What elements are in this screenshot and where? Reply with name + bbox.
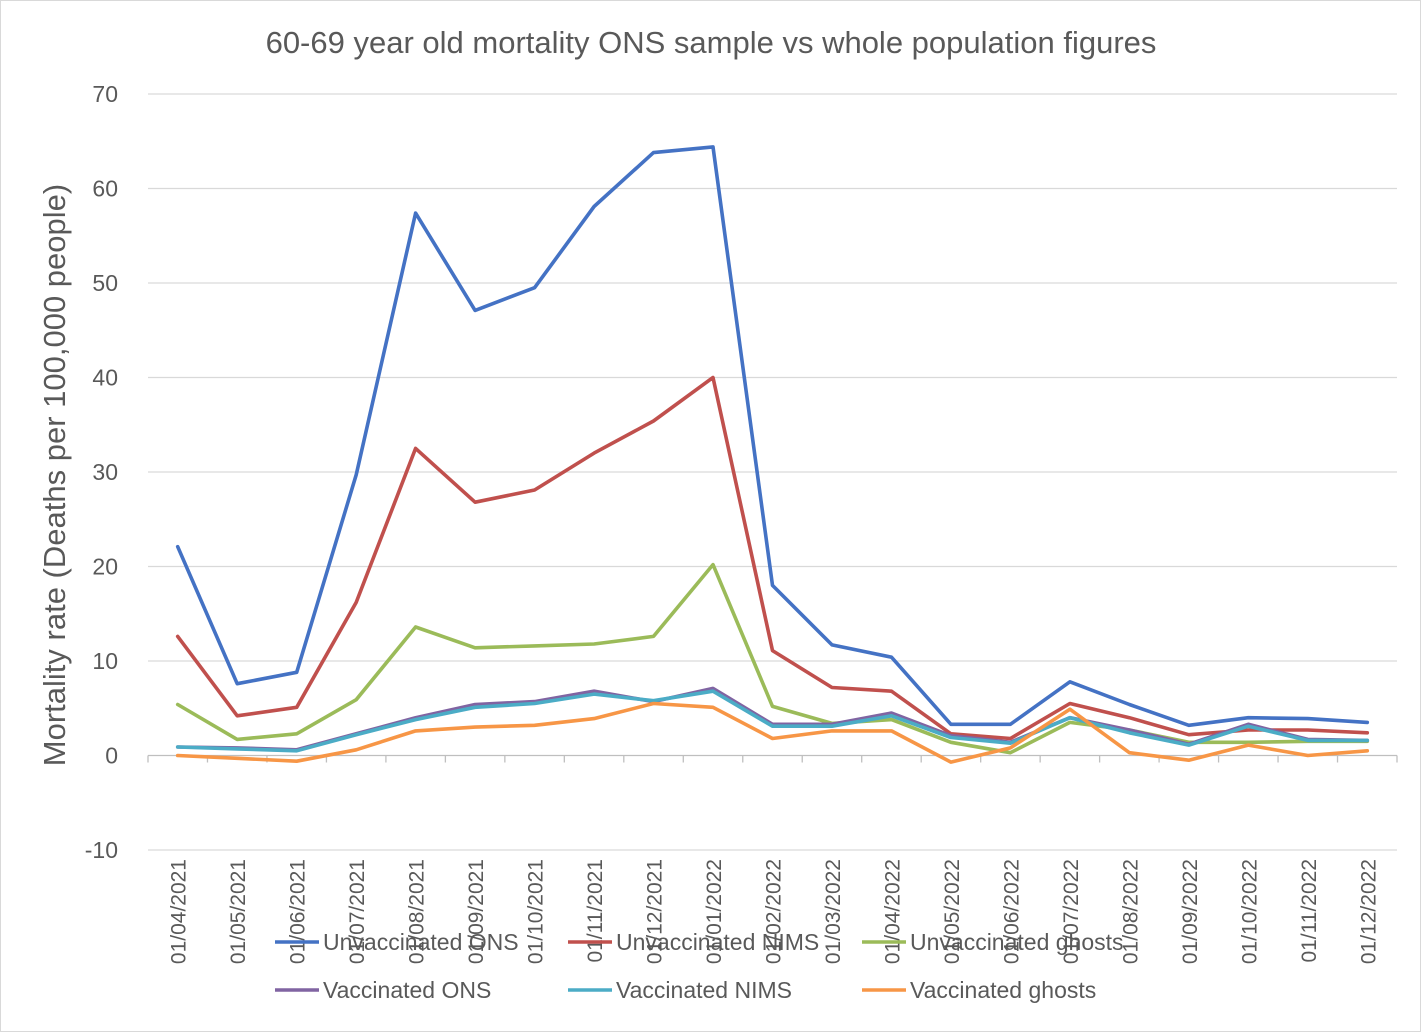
x-tick-label: 01/09/2021 [465,859,488,964]
x-axis-ticks: 01/04/2021 01/05/2021 01/06/2021 01/07/2021… [168,859,1381,964]
y-tick-label: 60 [92,176,118,202]
legend-item: Vaccinated NIMS [568,977,792,1003]
x-tick-label: 01/06/2021 [287,859,310,964]
series-line [175,701,1370,764]
legend-item: Unvaccinated NIMS [568,929,819,955]
series-line [175,375,1370,741]
legend-label: Unvaccinated ghosts [910,929,1124,955]
x-tick-label: 01/01/2022 [703,859,726,964]
y-tick-label: 50 [92,270,118,296]
x-tick-label: 01/11/2022 [1298,859,1321,963]
y-tick-label: 30 [92,459,118,485]
x-tick-label: 01/02/2022 [763,859,786,964]
x-tick-label: 01/12/2022 [1357,859,1380,964]
y-tick-label: 10 [92,648,118,674]
x-tick-label: 01/09/2022 [1179,859,1202,964]
y-axis-ticks: -10 0 10 20 30 40 50 60 70 [85,81,118,863]
x-tick-label: 01/04/2022 [881,859,904,964]
x-axis [147,754,1398,763]
x-tick-label: 01/08/2022 [1119,859,1142,964]
x-tick-label: 01/05/2022 [941,859,964,964]
y-tick-label: 70 [92,81,118,107]
x-tick-label: 01/07/2022 [1060,859,1083,964]
y-axis-label: Mortality rate (Deaths per 100,000 peopl… [37,184,72,766]
legend-item: Unvaccinated ONS [275,929,519,955]
series-lines [175,145,1370,764]
x-tick-label: 01/10/2021 [525,859,548,964]
legend-item: Vaccinated ghosts [862,977,1096,1003]
chart-title: 60-69 year old mortality ONS sample vs w… [266,25,1157,60]
y-tick-label: -10 [85,837,118,863]
x-tick-label: 01/10/2022 [1238,859,1261,964]
y-tick-label: 40 [92,365,118,391]
legend-label: Vaccinated ghosts [910,977,1096,1003]
legend: Unvaccinated ONS Unvaccinated NIMS Unvacci… [275,929,1124,1003]
x-tick-label: 01/08/2021 [406,859,429,964]
x-tick-label: 01/05/2021 [227,859,250,964]
series-line [175,689,1370,753]
y-tick-label: 20 [92,554,118,580]
legend-item: Unvaccinated ghosts [862,929,1124,955]
x-tick-label: 01/12/2021 [644,859,667,964]
x-tick-label: 01/03/2022 [822,859,845,964]
x-tick-label: 01/11/2021 [584,859,607,963]
legend-label: Vaccinated NIMS [616,977,792,1003]
legend-label: Vaccinated ONS [323,977,491,1003]
legend-item: Vaccinated ONS [275,977,491,1003]
x-tick-label: 01/04/2021 [168,859,191,964]
x-tick-label: 01/06/2022 [1000,859,1023,964]
x-tick-label: 01/07/2021 [346,859,369,964]
series-line [175,145,1370,728]
legend-label: Unvaccinated NIMS [616,929,819,955]
legend-label: Unvaccinated ONS [323,929,519,955]
y-tick-label: 0 [105,743,118,769]
